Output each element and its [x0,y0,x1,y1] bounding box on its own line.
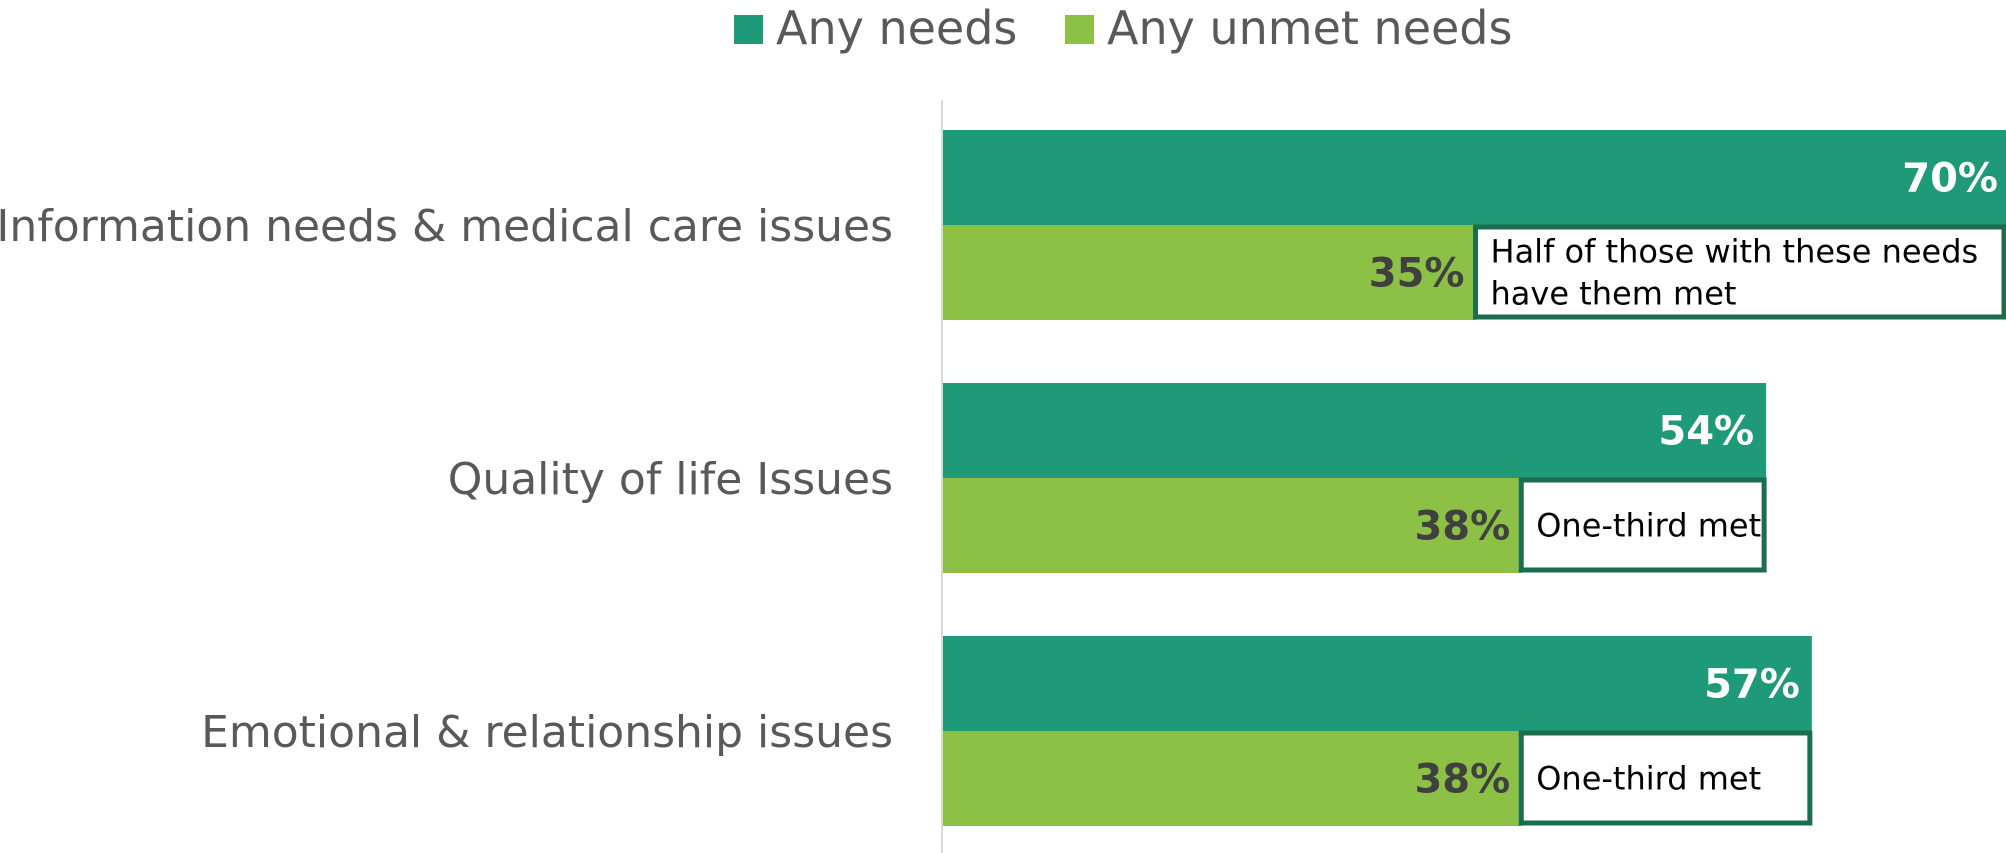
category-label: Emotional & relationship issues [201,707,893,758]
bar-any-unmet-needs [943,731,1523,826]
data-label-any-unmet-needs: 35% [1369,251,1465,297]
data-label-any-needs: 57% [1704,662,1800,708]
callouts: Half of those with these needs have them … [1473,224,2006,826]
callout-box: One-third met [1518,477,1767,573]
callout-text: One-third met [1536,760,1761,798]
callout-text: One-third met [1536,507,1761,545]
callout-text: Half of those with these needs [1491,233,1979,271]
bar-any-needs [943,636,1812,731]
bar-any-unmet-needs [943,225,1477,320]
data-label-any-unmet-needs: 38% [1414,504,1510,550]
callout-text: have them met [1491,275,1737,313]
bar-any-unmet-needs [943,478,1523,573]
legend: Any needs Any unmet needs [734,1,1512,55]
callout-box: One-third met [1518,730,1813,826]
callout-box: Half of those with these needs have them … [1473,224,2006,320]
data-label-any-needs: 54% [1658,409,1754,455]
callout-frame [1518,730,1813,826]
legend-label-any-needs: Any needs [776,1,1017,55]
callout-frame [1473,224,2006,320]
category-label: Quality of life Issues [448,454,893,505]
category-label: Information needs & medical care issues [0,201,893,252]
legend-swatch-any-unmet-needs [1065,15,1094,44]
data-label-any-needs: 70% [1902,156,1998,202]
callout-frame [1518,477,1767,573]
bar-any-needs [943,383,1767,478]
bar-any-needs [943,130,2006,225]
legend-swatch-any-needs [734,15,763,44]
bars: 70% 35% 54% 38% 57% 38% [943,130,2006,826]
data-label-any-unmet-needs: 38% [1414,757,1510,803]
legend-label-any-unmet-needs: Any unmet needs [1107,1,1512,55]
category-labels: Information needs & medical care issues Q… [0,201,893,758]
